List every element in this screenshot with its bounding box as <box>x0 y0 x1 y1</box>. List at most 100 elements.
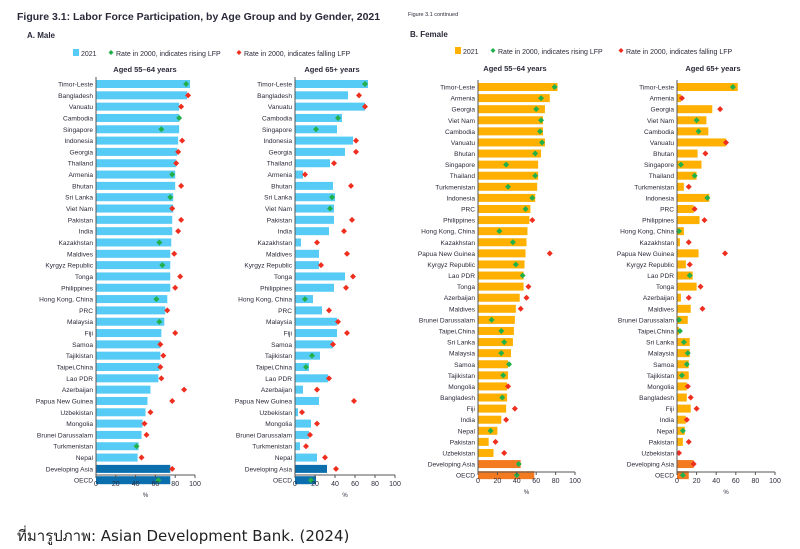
category-label: Taipei,China <box>256 365 293 372</box>
legend-rising-label: Rate in 2000, indicates rising LFP <box>498 49 603 56</box>
category-label: Bhutan <box>454 151 475 158</box>
x-tick-label: 60 <box>152 481 160 488</box>
marker-2000-rising <box>676 327 683 334</box>
marker-2000-rising <box>313 126 319 133</box>
category-label: Sri Lanka <box>646 340 674 347</box>
marker-2000-rising <box>498 350 505 357</box>
marker-2000-rising <box>487 427 494 434</box>
bar-2021 <box>478 249 526 258</box>
marker-2000-falling <box>717 106 724 113</box>
category-label: Thailand <box>68 161 94 168</box>
bar-2021 <box>295 215 334 224</box>
marker-2000-rising <box>680 339 687 346</box>
bar-2021 <box>96 147 178 156</box>
category-label: Papua New Guinea <box>36 398 94 405</box>
bar-2021 <box>295 317 337 326</box>
category-label: Fiji <box>284 331 293 338</box>
bar-2021 <box>96 125 180 134</box>
category-label: Mongolia <box>448 384 475 391</box>
bar-2021 <box>478 227 528 236</box>
category-label: Singapore <box>445 162 475 169</box>
category-label: Tajikistan <box>647 373 674 380</box>
marker-2000-falling <box>684 383 691 390</box>
bar-2021 <box>96 295 168 304</box>
marker-2000-falling <box>529 217 536 224</box>
marker-2000-falling <box>350 273 356 280</box>
x-tick-label: 100 <box>769 478 781 485</box>
marker-2000-rising <box>538 95 545 102</box>
marker-2000-falling <box>303 443 309 450</box>
marker-2000-falling <box>185 92 192 99</box>
category-label: Armenia <box>68 172 93 179</box>
marker-2000-rising <box>522 205 529 212</box>
marker-2000-rising <box>539 139 546 146</box>
marker-2000-rising <box>519 272 526 279</box>
category-label: Lao PDR <box>66 376 93 383</box>
category-label: Developing Asia <box>428 462 476 469</box>
marker-2000-rising <box>335 114 341 121</box>
marker-2000-rising <box>532 150 539 157</box>
x-tick-label: 0 <box>476 478 480 485</box>
bar-2021 <box>295 272 345 281</box>
chart-panel-male-0: Timor-Leste Bangladesh Vanuatu Cambodia Sing… <box>36 77 201 499</box>
chart-panel-female-2: Timor-Leste Armenia Georgia Viet Nam Cambodi… <box>418 80 581 496</box>
category-label: Bhutan <box>72 183 93 190</box>
bar-2021 <box>295 249 319 258</box>
category-label: Thailand <box>450 173 476 180</box>
category-label: Thailand <box>267 161 293 168</box>
category-label: Hong Kong, China <box>39 297 93 304</box>
bar-2021 <box>295 464 327 473</box>
marker-2000-falling <box>349 216 355 223</box>
marker-2000-rising <box>677 161 684 168</box>
category-label: Fiji <box>666 406 675 413</box>
marker-2000-rising <box>679 472 686 479</box>
marker-2000-falling <box>138 454 145 461</box>
category-label: Fiji <box>85 331 94 338</box>
bar-2021 <box>96 204 174 213</box>
bar-2021 <box>96 408 146 417</box>
x-tick-label: 60 <box>351 481 359 488</box>
bar-2021 <box>677 249 699 258</box>
marker-2000-rising <box>683 361 690 368</box>
category-label: Maldives <box>449 306 476 313</box>
marker-2000-falling <box>177 273 184 280</box>
marker-2000-falling <box>169 205 176 212</box>
category-label: Bhutan <box>653 151 674 158</box>
category-label: Viet Nam <box>647 118 675 125</box>
category-label: Azerbaijan <box>643 295 674 302</box>
category-label: Turkmenistan <box>435 184 475 191</box>
x-tick-label: 0 <box>293 481 297 488</box>
bar-2021 <box>96 136 179 145</box>
marker-2000-falling <box>344 250 350 257</box>
bar-2021 <box>677 404 691 413</box>
marker-2000-falling <box>333 465 339 472</box>
category-label: Singapore <box>63 127 93 134</box>
bar-2021 <box>96 430 142 439</box>
category-label: Malaysia <box>449 351 475 358</box>
category-label: Maldives <box>648 306 675 313</box>
category-label: Developing Asia <box>46 466 94 473</box>
x-tick-label: 80 <box>171 481 179 488</box>
marker-2000-rising <box>501 339 508 346</box>
marker-2000-rising <box>309 352 315 359</box>
category-label: Cambodia <box>644 129 674 136</box>
bar-2021 <box>96 351 161 360</box>
bar-2021 <box>478 260 525 269</box>
x-axis-label: % <box>723 490 729 496</box>
category-label: Armenia <box>450 96 475 103</box>
bar-2021 <box>677 460 694 469</box>
category-label: Papua New Guinea <box>418 251 476 258</box>
marker-2000-falling <box>169 465 176 472</box>
bar-2021 <box>295 181 333 190</box>
category-label: Philippines <box>61 285 94 292</box>
marker-2000-rising <box>499 394 506 401</box>
marker-2000-rising <box>532 172 539 179</box>
bar-2021 <box>677 160 702 169</box>
bar-2021 <box>478 216 530 225</box>
category-label: Kazakhstan <box>640 240 675 247</box>
marker-2000-falling <box>523 294 530 301</box>
bar-2021 <box>677 149 698 158</box>
category-label: Taipei,China <box>439 328 476 335</box>
category-label: Taipei,China <box>57 365 94 372</box>
